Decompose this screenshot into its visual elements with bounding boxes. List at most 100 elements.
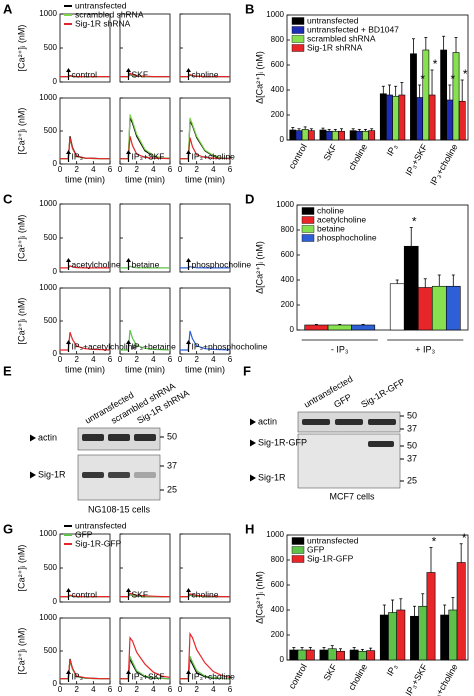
x-tick-label: 2 bbox=[134, 165, 139, 174]
stimulus-label: SKF bbox=[132, 589, 149, 599]
y-tick-label: 500 bbox=[44, 563, 58, 572]
stimulus-label: IP₃+choline bbox=[192, 671, 236, 681]
bar bbox=[379, 93, 387, 141]
y-tick-label: 0 bbox=[280, 135, 285, 144]
trace bbox=[60, 137, 110, 160]
bar bbox=[325, 130, 333, 141]
y-tick-label: 200 bbox=[271, 630, 285, 639]
trace bbox=[60, 660, 110, 680]
x-tick-label: 4 bbox=[151, 165, 156, 174]
x-tick-label: 2 bbox=[74, 355, 79, 364]
trace bbox=[120, 72, 170, 78]
bar bbox=[349, 130, 357, 141]
trace bbox=[120, 265, 170, 269]
blot-band bbox=[302, 419, 330, 425]
y-axis-label: Δ[Ca²⁺]ᵢ (nM) bbox=[254, 51, 264, 104]
panel-letter: C bbox=[3, 191, 13, 206]
x-tick-label: 4 bbox=[151, 355, 156, 364]
y-tick-label: 500 bbox=[44, 316, 58, 325]
bar bbox=[336, 650, 345, 661]
category-label: control bbox=[287, 662, 309, 690]
stimulus-label: acetylcholine bbox=[72, 259, 121, 269]
bar bbox=[428, 94, 436, 141]
legend-label: scrambled shRNA bbox=[75, 9, 144, 19]
x-tick-label: 6 bbox=[168, 685, 173, 694]
y-tick-label: 1000 bbox=[39, 199, 57, 208]
pointer bbox=[250, 418, 256, 426]
y-tick-label: 1000 bbox=[39, 9, 57, 18]
legend-label: untransfected bbox=[307, 15, 359, 25]
category-label: SKF bbox=[322, 662, 340, 683]
legend-label: Sig-1R-GFP bbox=[75, 538, 122, 548]
legend-label: untransfected bbox=[307, 535, 359, 545]
arrow-head bbox=[126, 258, 131, 262]
x-axis-label: time (min) bbox=[125, 364, 165, 374]
stimulus-label: control bbox=[72, 589, 98, 599]
bar bbox=[357, 650, 367, 661]
bar bbox=[392, 95, 400, 141]
bar bbox=[440, 49, 448, 141]
x-tick-label: 4 bbox=[91, 685, 96, 694]
y-tick-label: 500 bbox=[44, 126, 58, 135]
x-tick-label: 4 bbox=[211, 355, 216, 364]
trace bbox=[180, 73, 230, 78]
legend-swatch bbox=[301, 225, 315, 233]
y-tick-label: 500 bbox=[44, 233, 58, 242]
y-tick-label: 0 bbox=[53, 679, 58, 688]
stimulus-label: IP₃ bbox=[72, 671, 84, 681]
y-tick-label: 0 bbox=[53, 349, 58, 358]
bar bbox=[301, 129, 309, 141]
category-label: SKF bbox=[322, 142, 340, 163]
plot-frame bbox=[286, 534, 469, 661]
legend-swatch bbox=[291, 555, 305, 563]
arrow-head bbox=[186, 150, 191, 154]
x-tick-label: 6 bbox=[228, 165, 233, 174]
bar bbox=[351, 324, 376, 331]
legend-label: Sig-1R shRNA bbox=[307, 42, 363, 52]
trace bbox=[120, 330, 171, 351]
category-label: control bbox=[287, 142, 309, 170]
x-axis-label: time (min) bbox=[125, 694, 165, 696]
arrow-head bbox=[66, 68, 71, 72]
stimulus-label: IP₃+SKF bbox=[132, 151, 165, 161]
y-tick-label: 1000 bbox=[39, 283, 57, 292]
stimulus-label: control bbox=[72, 69, 98, 79]
bar bbox=[368, 130, 376, 141]
y-axis-label: Δ[Ca²⁺]ᵢ (nM) bbox=[254, 571, 264, 624]
x-tick-label: 0 bbox=[58, 165, 63, 174]
row-label: actin bbox=[38, 432, 57, 442]
arrow-head bbox=[126, 670, 131, 674]
y-tick-label: 1000 bbox=[266, 10, 284, 19]
y-tick-label: 400 bbox=[271, 605, 285, 614]
stimulus-label: IP₃+SKF bbox=[132, 671, 165, 681]
blot-band bbox=[368, 419, 396, 425]
category-label: IP₃+choline bbox=[428, 142, 460, 187]
x-tick-label: 6 bbox=[108, 685, 113, 694]
y-tick-label: 200 bbox=[281, 300, 295, 309]
bar bbox=[448, 609, 458, 661]
bar bbox=[458, 100, 466, 141]
marker-label: 25 bbox=[407, 475, 417, 485]
x-axis-label: time (min) bbox=[185, 174, 225, 184]
bar bbox=[446, 99, 454, 141]
bar bbox=[396, 609, 406, 661]
plot-frame bbox=[286, 14, 469, 141]
arrow-head bbox=[66, 670, 71, 674]
blot-band bbox=[82, 434, 104, 441]
y-tick-label: 0 bbox=[53, 159, 58, 168]
trace bbox=[180, 593, 230, 598]
blot-band bbox=[134, 434, 156, 441]
legend-label: untransfected bbox=[75, 0, 127, 10]
pointer bbox=[30, 471, 36, 479]
x-tick-label: 0 bbox=[178, 355, 183, 364]
y-tick-label: 500 bbox=[44, 43, 58, 52]
legend-swatch bbox=[301, 207, 315, 215]
trace bbox=[60, 658, 110, 680]
bar bbox=[416, 97, 424, 141]
significance-star: * bbox=[450, 72, 455, 86]
x-tick-label: 6 bbox=[108, 355, 113, 364]
x-tick-label: 4 bbox=[151, 685, 156, 694]
y-tick-label: 600 bbox=[271, 580, 285, 589]
bar bbox=[338, 130, 345, 141]
